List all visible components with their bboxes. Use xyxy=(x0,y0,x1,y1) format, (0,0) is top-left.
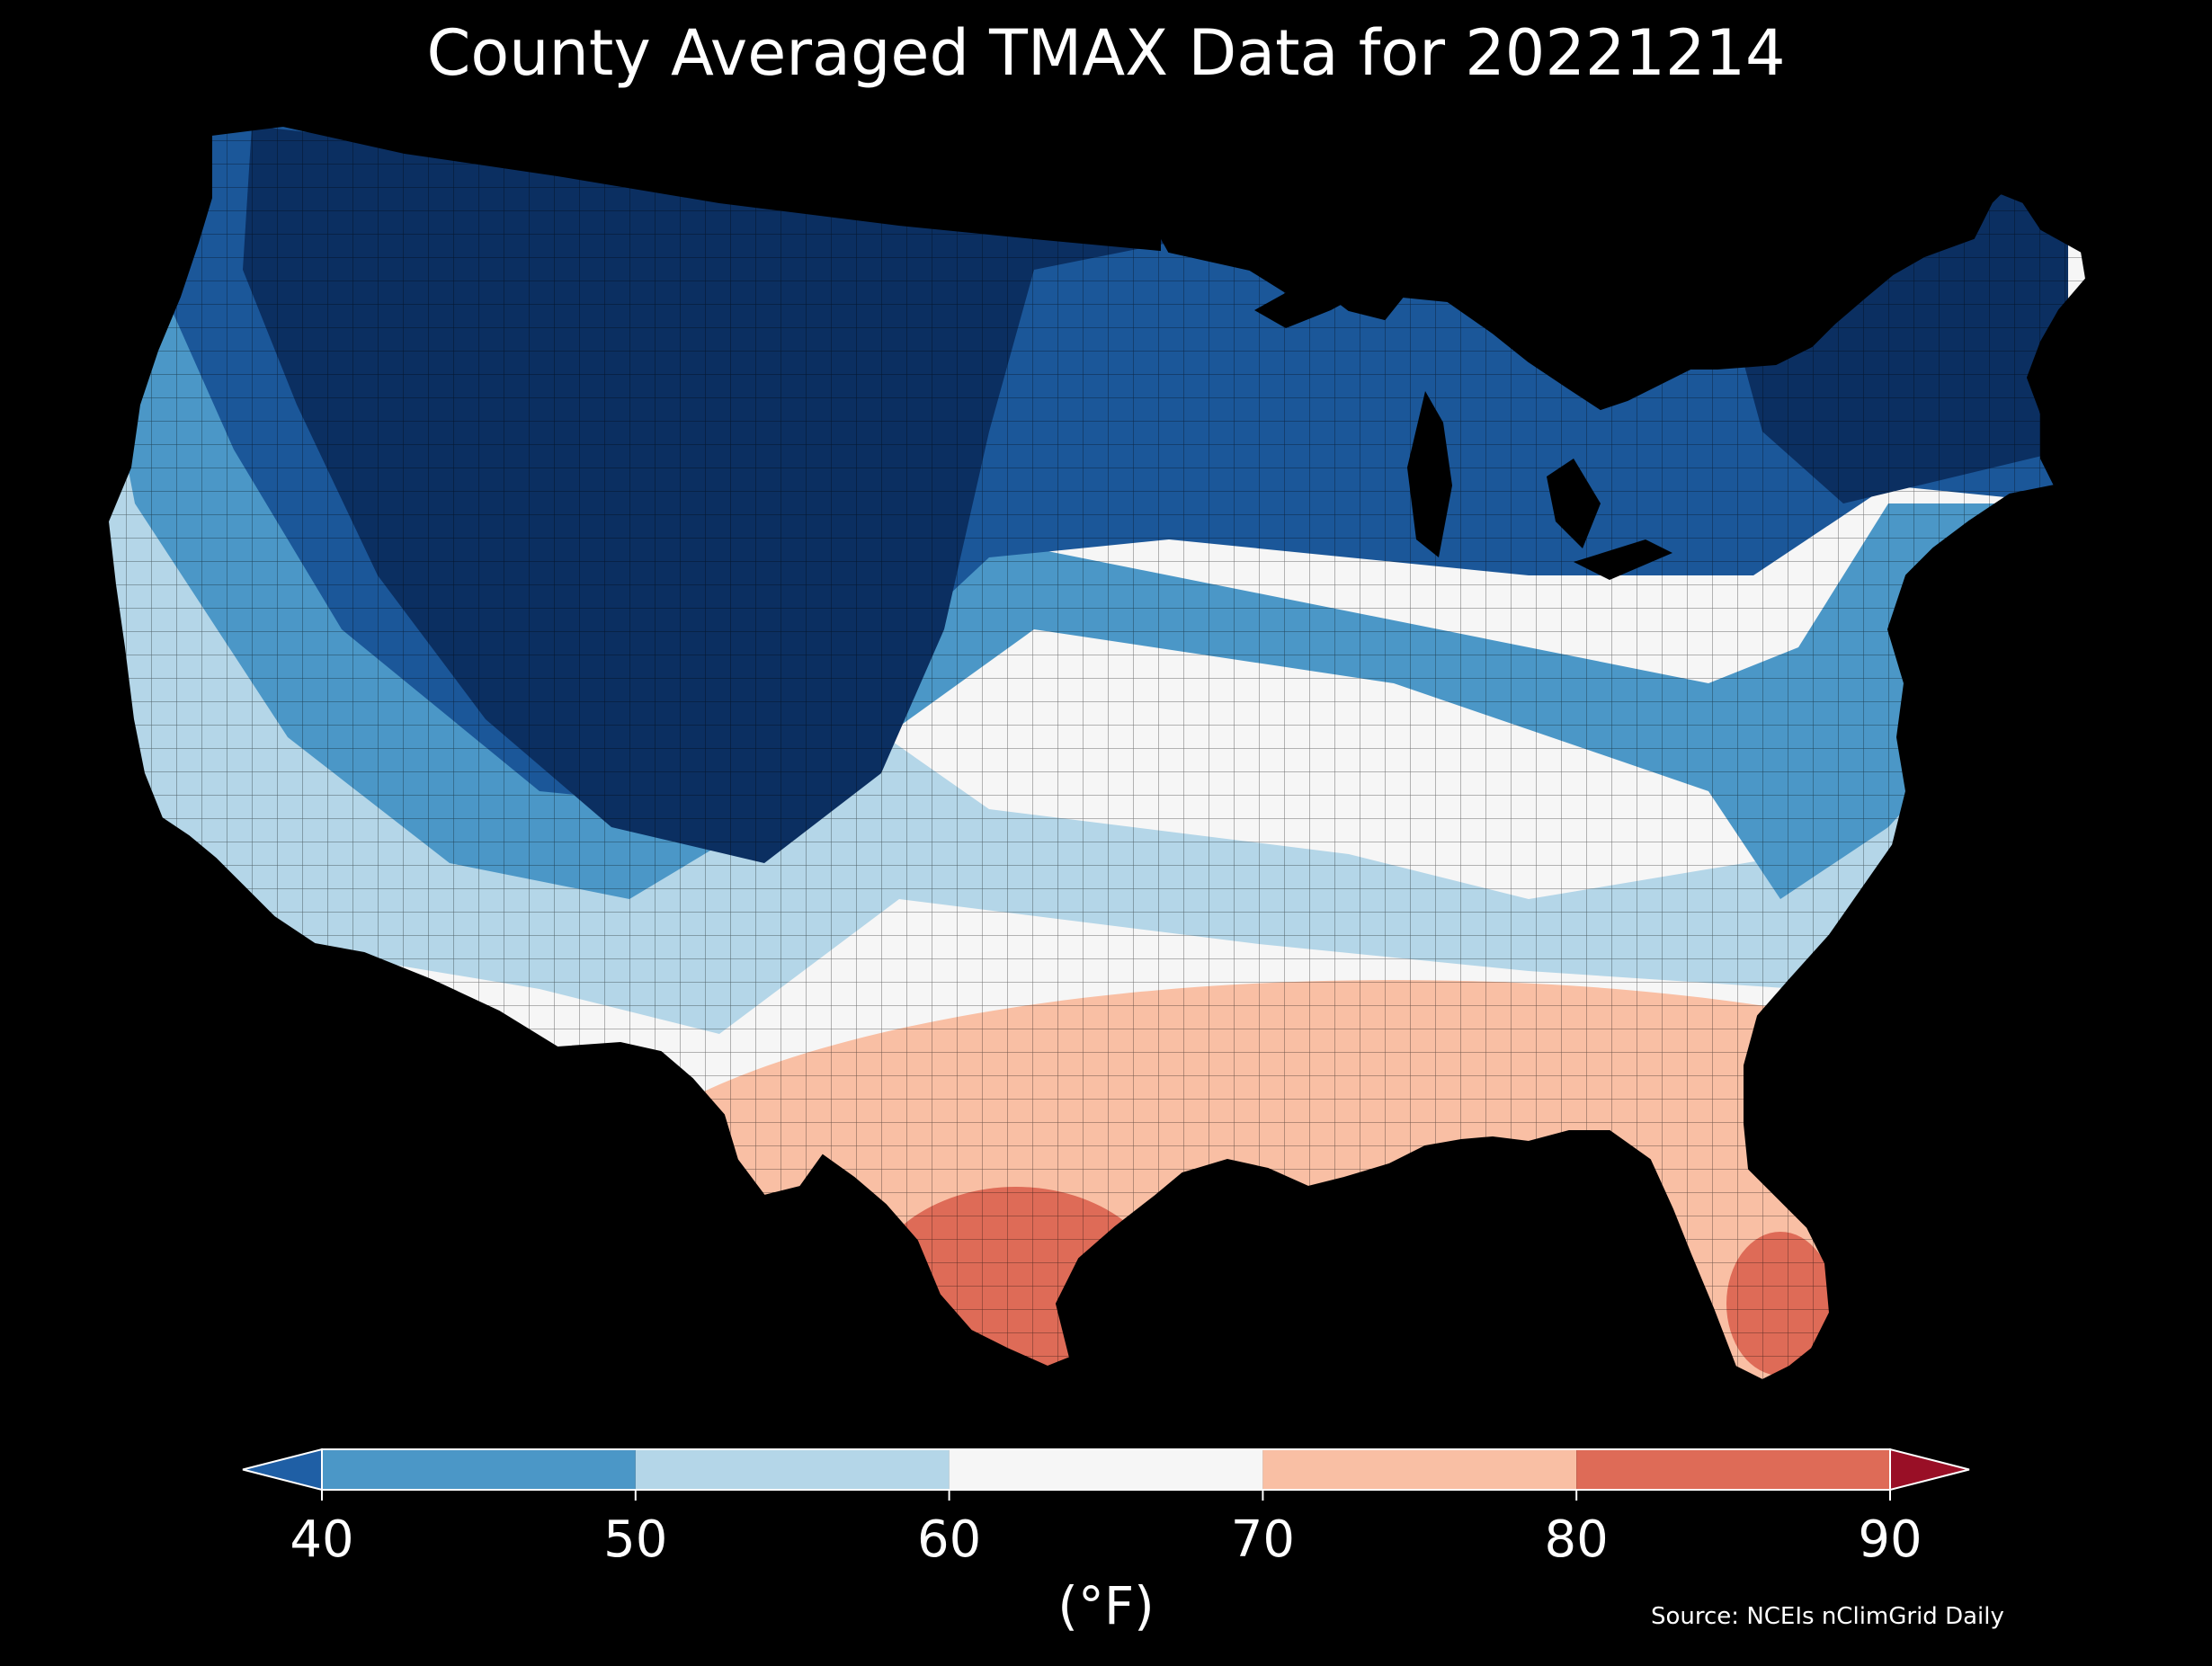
colorbar-tick-label: 70 xyxy=(1230,1510,1296,1569)
us-outline xyxy=(106,124,2088,1382)
colorbar-segment-1 xyxy=(635,1449,950,1490)
colorbar-tick-label: 50 xyxy=(603,1510,668,1569)
colorbar-tick-label: 80 xyxy=(1544,1510,1609,1569)
colorbar-segment-4 xyxy=(1576,1449,1890,1490)
lake-superior xyxy=(1254,270,1376,328)
colorbar-segment-3 xyxy=(1262,1449,1577,1490)
colorbar-extend-low xyxy=(242,1448,323,1492)
colorbar xyxy=(242,1448,1970,1501)
map-title: County Averaged TMAX Data for 20221214 xyxy=(426,16,1786,90)
source-note: Source: NCEIs nClimGrid Daily xyxy=(1651,1603,2004,1630)
colorbar-segment-0 xyxy=(322,1449,636,1490)
lake-huron xyxy=(1547,459,1601,548)
colorbar-tick-label: 90 xyxy=(1858,1510,1922,1569)
great-lakes xyxy=(1254,270,1672,580)
lake-michigan xyxy=(1407,391,1452,557)
colorbar-label: (°F) xyxy=(1057,1575,1155,1636)
colorbar-segment-2 xyxy=(949,1449,1263,1490)
colorbar-extend-high xyxy=(1889,1448,1970,1492)
colorbar-tick-label: 60 xyxy=(916,1510,982,1569)
colorbar-tick-label: 40 xyxy=(290,1510,354,1569)
colorbar-border xyxy=(321,1448,1891,1491)
lake-erie xyxy=(1574,539,1672,580)
